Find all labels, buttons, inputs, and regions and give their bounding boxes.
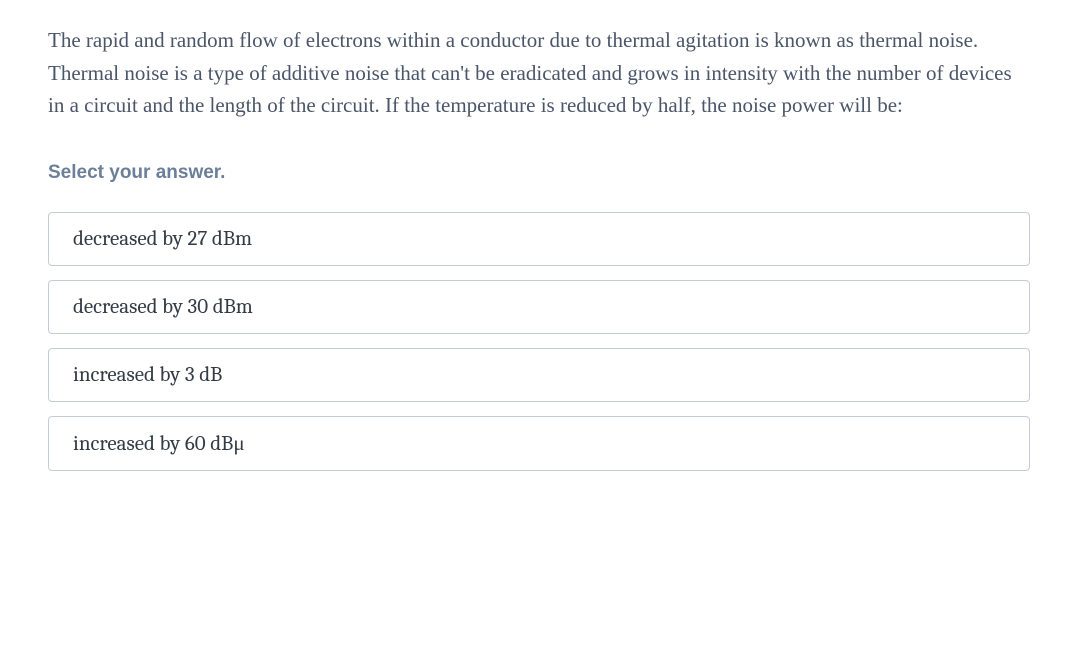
option-c[interactable]: increased by 3 dB [48,348,1030,402]
options-list: decreased by 27 dBm decreased by 30 dBm … [48,212,1030,471]
select-answer-prompt: Select your answer. [48,162,1030,184]
option-b[interactable]: decreased by 30 dBm [48,280,1030,334]
question-text: The rapid and random flow of electrons w… [48,24,1030,122]
option-a[interactable]: decreased by 27 dBm [48,212,1030,266]
option-d[interactable]: increased by 60 dBμ [48,416,1030,471]
